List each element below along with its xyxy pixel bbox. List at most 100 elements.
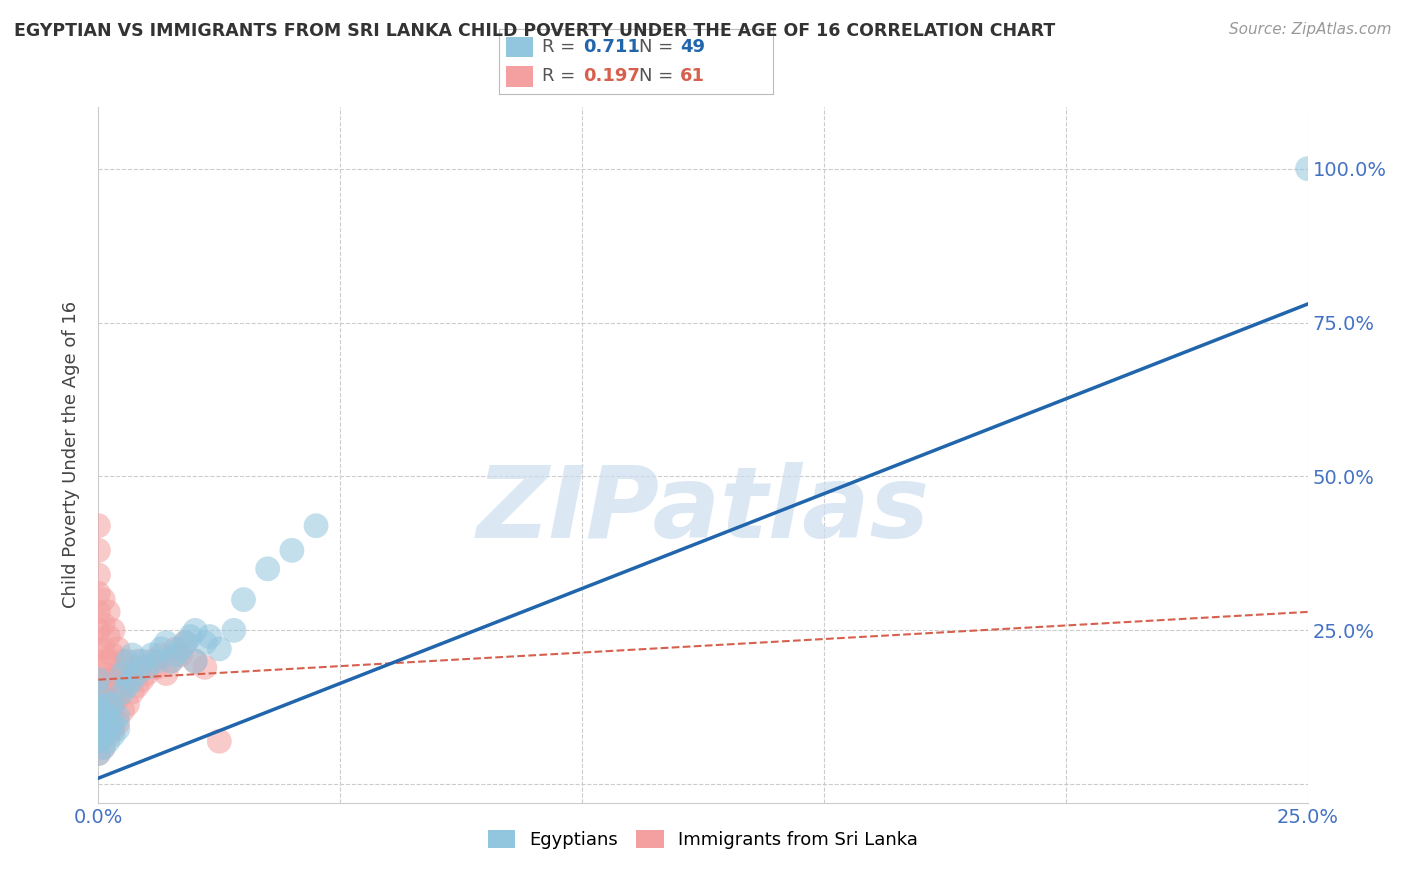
Point [184,624,207,638]
Point [87,673,110,687]
Point [145,660,167,674]
Point [169,641,191,656]
Point [87,734,110,748]
Text: Source: ZipAtlas.com: Source: ZipAtlas.com [1229,22,1392,37]
Point [87,747,110,761]
Y-axis label: Child Poverty Under the Age of 16: Child Poverty Under the Age of 16 [62,301,80,608]
Point [194,636,217,650]
Point [87,734,110,748]
Point [87,709,110,723]
Text: N =: N = [638,67,679,86]
Point [91,617,114,632]
Point [91,666,114,681]
Point [97,691,120,706]
Point [97,605,120,619]
Point [87,673,110,687]
Point [97,734,120,748]
Point [184,654,207,668]
Point [87,586,110,600]
Point [101,715,124,730]
Point [91,685,114,699]
Point [101,698,124,712]
Point [111,654,134,668]
Text: 61: 61 [681,67,704,86]
Point [87,698,110,712]
Point [107,715,129,730]
Point [117,654,139,668]
Point [91,722,114,736]
Text: R =: R = [541,37,581,56]
Point [208,734,231,748]
Point [111,685,134,699]
Point [91,592,114,607]
Point [91,703,114,717]
Point [117,679,139,693]
Point [121,660,143,674]
Point [222,624,245,638]
Point [174,636,197,650]
Point [91,740,114,755]
Point [101,648,124,662]
Point [87,685,110,699]
Point [165,641,187,656]
Point [150,641,173,656]
Text: N =: N = [638,37,679,56]
Text: 0.197: 0.197 [582,67,640,86]
Point [232,592,254,607]
Point [97,654,120,668]
Point [101,722,124,736]
Point [111,679,134,693]
Point [127,679,149,693]
Point [97,698,120,712]
Point [117,673,139,687]
Point [91,703,114,717]
Point [101,728,124,742]
Point [87,654,110,668]
Point [107,641,129,656]
Bar [506,66,533,87]
Point [87,568,110,582]
Point [155,636,177,650]
Point [107,691,129,706]
Point [87,543,110,558]
Point [141,654,163,668]
Point [107,722,129,736]
Point [121,673,143,687]
Point [121,648,143,662]
Point [256,562,278,576]
Point [155,666,177,681]
Point [165,648,187,662]
Point [135,666,157,681]
Point [91,715,114,730]
Point [91,728,114,742]
Point [127,666,149,681]
Point [87,641,110,656]
Point [101,624,124,638]
Point [87,605,110,619]
Point [150,648,173,662]
Point [97,630,120,644]
Point [160,654,183,668]
Point [87,747,110,761]
Point [87,698,110,712]
Point [1296,161,1319,176]
Point [87,722,110,736]
Point [305,518,328,533]
Point [111,666,134,681]
Point [97,709,120,723]
Bar [506,37,533,57]
Point [91,740,114,755]
Point [208,641,231,656]
Point [169,648,191,662]
Point [198,630,221,644]
Point [97,722,120,736]
Point [101,698,124,712]
Point [194,660,217,674]
Point [184,654,207,668]
Legend: Egyptians, Immigrants from Sri Lanka: Egyptians, Immigrants from Sri Lanka [481,822,925,856]
Point [160,654,183,668]
Point [145,654,167,668]
Point [111,703,134,717]
Point [97,673,120,687]
Point [174,636,197,650]
